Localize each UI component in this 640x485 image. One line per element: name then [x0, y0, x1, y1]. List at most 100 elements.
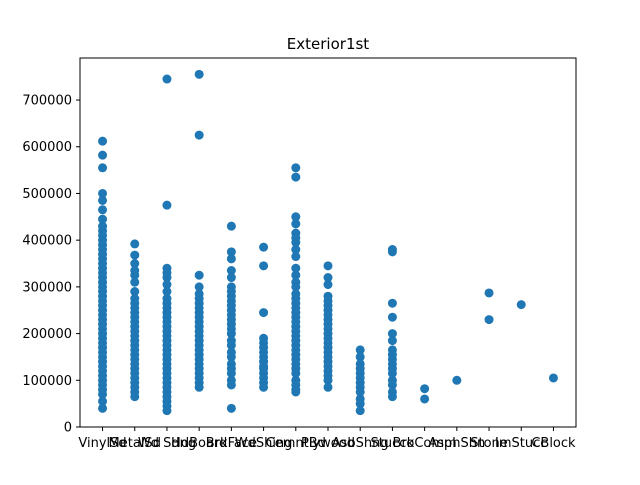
data-point: [194, 382, 204, 392]
y-tick-label: 300000: [22, 280, 72, 295]
y-axis: 0 100000 200000 300000 400000 500000 600000 700…: [22, 94, 80, 436]
x-tick-label: Stucco: [370, 436, 414, 451]
data-point: [98, 214, 108, 224]
data-point: [291, 163, 301, 173]
x-tick-label: AsphShn: [428, 436, 485, 451]
data-point: [130, 270, 140, 280]
x-tick-label: Plywood: [301, 436, 355, 451]
x-tick-label: BrkFace: [206, 436, 257, 451]
x-tick-label: Wd Sdng: [138, 436, 196, 451]
data-points: [98, 69, 558, 416]
data-point: [194, 270, 204, 280]
data-point: [98, 136, 108, 146]
data-point: [194, 282, 204, 292]
data-point: [291, 238, 301, 247]
data-point: [452, 375, 462, 385]
data-point: [162, 406, 172, 416]
data-point: [98, 163, 108, 173]
data-point: [387, 312, 397, 322]
x-tick-label: VinylSd: [78, 436, 126, 451]
data-point: [130, 239, 140, 249]
data-point: [130, 277, 140, 287]
data-point: [323, 382, 333, 392]
data-point: [291, 252, 301, 262]
data-point: [226, 368, 236, 378]
y-tick-label: 700000: [22, 94, 72, 109]
data-point: [291, 368, 301, 378]
data-point: [387, 298, 397, 308]
data-point: [259, 308, 269, 318]
data-point: [226, 221, 236, 231]
data-point: [387, 247, 397, 257]
data-point: [291, 245, 301, 255]
x-tick-label: Stone: [470, 436, 508, 451]
y-tick-label: 500000: [22, 187, 72, 202]
x-tick-label: AsbShng: [332, 436, 389, 451]
data-point: [420, 394, 430, 404]
chart-title: Exterior1st: [287, 35, 370, 53]
data-point: [130, 287, 140, 297]
data-point: [226, 352, 236, 362]
data-point: [548, 373, 558, 383]
x-tick-label: MetalSd: [109, 436, 161, 451]
data-point: [226, 329, 236, 339]
data-point: [162, 200, 172, 210]
data-point: [387, 329, 397, 339]
data-point: [226, 403, 236, 413]
data-point: [226, 273, 236, 283]
data-point: [484, 288, 494, 298]
data-point: [194, 130, 204, 140]
x-tick-label: BrkComm: [393, 436, 457, 451]
data-point: [355, 352, 365, 362]
y-tick-label: 200000: [22, 327, 72, 342]
x-tick-label: ImStucc: [495, 436, 547, 451]
data-point: [484, 315, 494, 325]
data-point: [162, 273, 172, 283]
data-point: [355, 399, 365, 409]
data-point: [420, 384, 430, 394]
data-point: [226, 266, 236, 276]
data-point: [226, 340, 236, 350]
data-point: [355, 345, 365, 355]
data-point: [323, 261, 333, 271]
data-point: [226, 380, 236, 390]
data-point: [291, 219, 301, 229]
x-tick-label: HdBoard: [171, 436, 227, 451]
data-point: [291, 282, 301, 292]
data-point: [291, 387, 301, 397]
data-point: [291, 212, 301, 222]
data-point: [98, 396, 108, 406]
data-point: [516, 300, 526, 310]
y-tick-label: 0: [64, 421, 72, 436]
data-point: [130, 392, 140, 402]
data-point: [387, 380, 397, 390]
data-point: [98, 150, 108, 160]
data-point: [323, 375, 333, 385]
data-point: [162, 74, 172, 84]
data-point: [98, 205, 108, 215]
data-point: [387, 368, 397, 378]
y-tick-label: 100000: [22, 374, 72, 389]
data-point: [259, 261, 269, 271]
data-point: [387, 392, 397, 402]
y-tick-label: 400000: [22, 234, 72, 249]
x-tick-label: WdShing: [235, 436, 293, 451]
data-point: [130, 250, 140, 260]
data-point: [259, 242, 269, 252]
data-point: [323, 280, 333, 290]
data-point: [98, 389, 108, 399]
data-point: [226, 254, 236, 264]
data-point: [162, 287, 172, 297]
data-point: [226, 247, 236, 257]
data-point: [194, 69, 204, 79]
data-point: [291, 172, 301, 182]
y-tick-label: 600000: [22, 140, 72, 155]
x-tick-label: CemntBd: [266, 436, 326, 451]
data-point: [98, 403, 108, 413]
data-point: [291, 263, 301, 273]
x-tick-label: CBlock: [531, 436, 576, 451]
